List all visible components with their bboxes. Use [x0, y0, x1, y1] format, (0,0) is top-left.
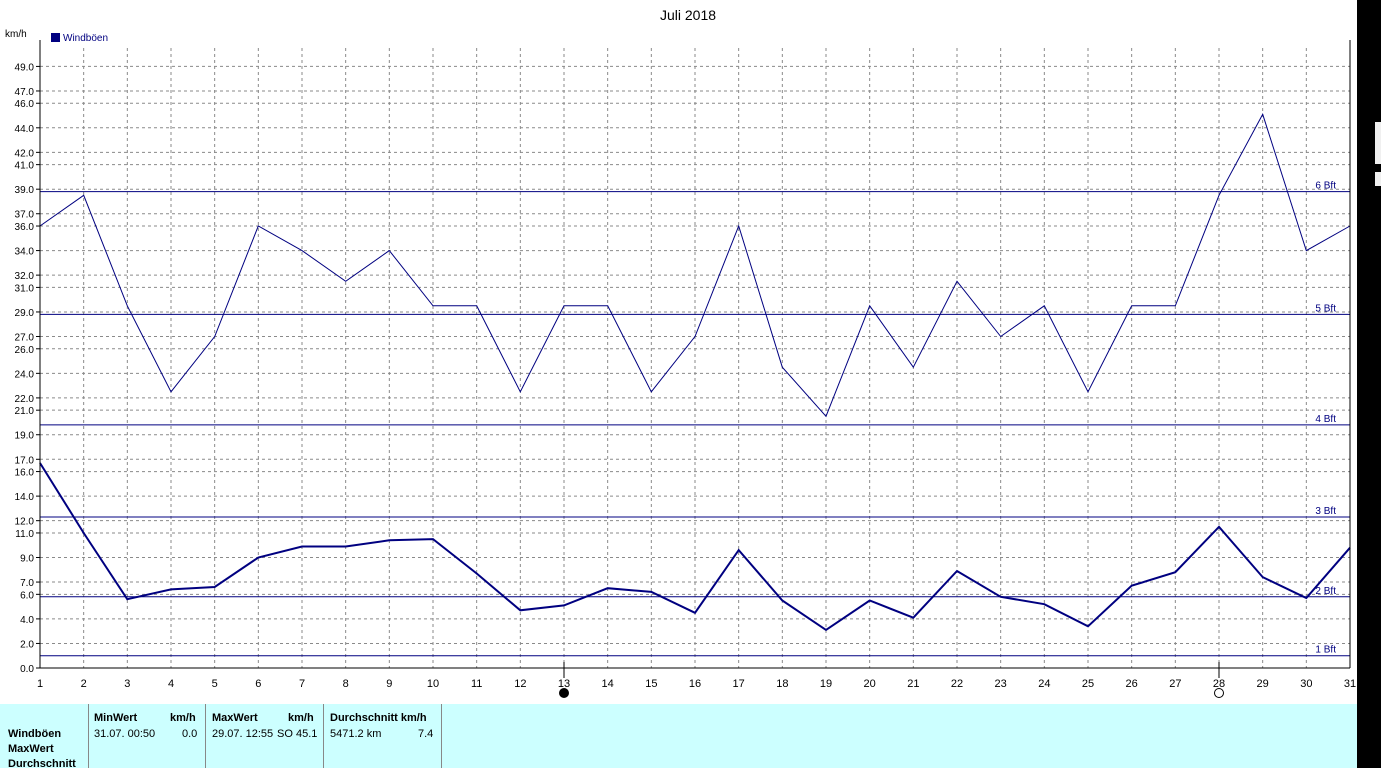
separator	[323, 704, 324, 768]
y-tick-label: 26.0	[15, 345, 35, 356]
row-label-maxwert: MaxWert	[8, 743, 54, 755]
separator	[205, 704, 206, 768]
y-tick-label: 34.0	[15, 247, 35, 258]
x-tick-label: 6	[255, 678, 261, 690]
window-edge	[1357, 0, 1381, 768]
stats-panel: Windböen MaxWert Durchschnitt MinWert km…	[0, 704, 1357, 770]
min-value: 0.0	[182, 728, 198, 740]
x-tick-label: 1	[37, 678, 43, 690]
x-tick-label: 27	[1169, 678, 1181, 690]
max-date: 29.07. 12:55	[212, 728, 274, 740]
y-tick-label: 19.0	[15, 431, 35, 442]
x-tick-label: 26	[1126, 678, 1138, 690]
x-tick-label: 19	[820, 678, 832, 690]
x-tick-label: 7	[299, 678, 305, 690]
avg-distance: 5471.2 km	[330, 728, 382, 740]
x-tick-label: 10	[427, 678, 439, 690]
y-tick-label: 7.0	[20, 578, 34, 589]
y-tick-label: 39.0	[15, 185, 35, 196]
y-tick-label: 2.0	[20, 639, 34, 650]
y-tick-label: 32.0	[15, 271, 35, 282]
legend-swatch	[51, 33, 60, 42]
separator	[441, 704, 442, 768]
x-tick-label: 21	[907, 678, 919, 690]
y-tick-label: 47.0	[15, 87, 35, 98]
y-tick-label: 12.0	[15, 517, 35, 528]
y-tick-label: 22.0	[15, 394, 35, 405]
y-tick-label: 27.0	[15, 333, 35, 344]
edge-artifact	[1375, 172, 1381, 186]
x-tick-label: 2	[81, 678, 87, 690]
beaufort-label: 5 Bft	[1315, 303, 1336, 314]
chart-title: Juli 2018	[660, 7, 716, 23]
x-tick-label: 5	[212, 678, 218, 690]
x-tick-label: 24	[1038, 678, 1050, 690]
series-line-max	[39, 113, 1351, 418]
row-label-durchschnitt: Durchschnitt	[8, 758, 76, 770]
x-tick-label: 22	[951, 678, 963, 690]
y-axis-unit: km/h	[5, 29, 27, 40]
x-tick-label: 8	[343, 678, 349, 690]
y-tick-label: 17.0	[15, 455, 35, 466]
x-tick-label: 31	[1344, 678, 1356, 690]
y-tick-label: 6.0	[20, 590, 34, 601]
x-tick-label: 25	[1082, 678, 1094, 690]
beaufort-label: 1 Bft	[1315, 645, 1336, 656]
y-tick-label: 0.0	[20, 664, 34, 675]
x-tick-label: 20	[864, 678, 876, 690]
x-tick-label: 29	[1257, 678, 1269, 690]
x-tick-label: 11	[471, 678, 482, 690]
y-tick-label: 41.0	[15, 161, 35, 172]
x-tick-label: 15	[645, 678, 657, 690]
y-tick-label: 49.0	[15, 62, 35, 73]
x-tick-label: 9	[386, 678, 392, 690]
max-unit-header: km/h	[288, 712, 314, 724]
x-tick-label: 30	[1300, 678, 1312, 690]
legend-label: Windböen	[63, 33, 108, 44]
y-tick-label: 37.0	[15, 210, 35, 221]
avg-header: Durchschnitt km/h	[330, 712, 427, 724]
wind-chart: Juli 2018 km/h Windböen 1 Bft 2 Bft 3 Bft 4…	[5, 7, 1356, 698]
beaufort-label: 6 Bft	[1315, 181, 1336, 192]
series-line-avg	[39, 462, 1351, 632]
y-tick-label: 9.0	[20, 554, 34, 565]
y-tick-label: 46.0	[15, 99, 35, 110]
y-tick-label: 31.0	[15, 283, 35, 294]
y-tick-label: 11.0	[15, 529, 34, 540]
y-tick-label: 42.0	[15, 148, 35, 159]
max-header: MaxWert	[212, 712, 258, 724]
separator	[88, 704, 89, 768]
x-tick-label: 13	[558, 678, 570, 690]
y-tick-label: 44.0	[15, 124, 35, 135]
moon-phase-full-icon	[1214, 688, 1224, 698]
x-tick-label: 28	[1213, 678, 1225, 690]
x-tick-label: 12	[514, 678, 526, 690]
x-tick-label: 4	[168, 678, 174, 690]
x-tick-label: 3	[124, 678, 130, 690]
y-tick-label: 4.0	[20, 615, 34, 626]
min-unit-header: km/h	[170, 712, 196, 724]
x-tick-label: 14	[602, 678, 614, 690]
row-label-windboeen: Windböen	[8, 728, 62, 740]
avg-value: 7.4	[418, 728, 434, 740]
beaufort-label: 2 Bft	[1315, 586, 1336, 597]
y-tick-label: 24.0	[15, 369, 35, 380]
min-date: 31.07. 00:50	[94, 728, 156, 740]
y-tick-label: 21.0	[15, 406, 35, 417]
min-header: MinWert	[94, 712, 138, 724]
max-direction: SO	[277, 728, 293, 740]
beaufort-label: 4 Bft	[1315, 414, 1336, 425]
max-value: 45.1	[296, 728, 318, 740]
x-tick-label: 17	[733, 678, 745, 690]
y-tick-label: 14.0	[15, 492, 35, 503]
x-tick-label: 23	[995, 678, 1007, 690]
y-tick-label: 29.0	[15, 308, 35, 319]
y-tick-label: 16.0	[15, 468, 35, 479]
beaufort-label: 3 Bft	[1315, 506, 1336, 517]
x-tick-label: 18	[776, 678, 788, 690]
edge-artifact	[1375, 122, 1381, 164]
moon-phase-new-icon	[559, 688, 569, 698]
y-tick-label: 36.0	[15, 222, 35, 233]
x-tick-label: 16	[689, 678, 701, 690]
